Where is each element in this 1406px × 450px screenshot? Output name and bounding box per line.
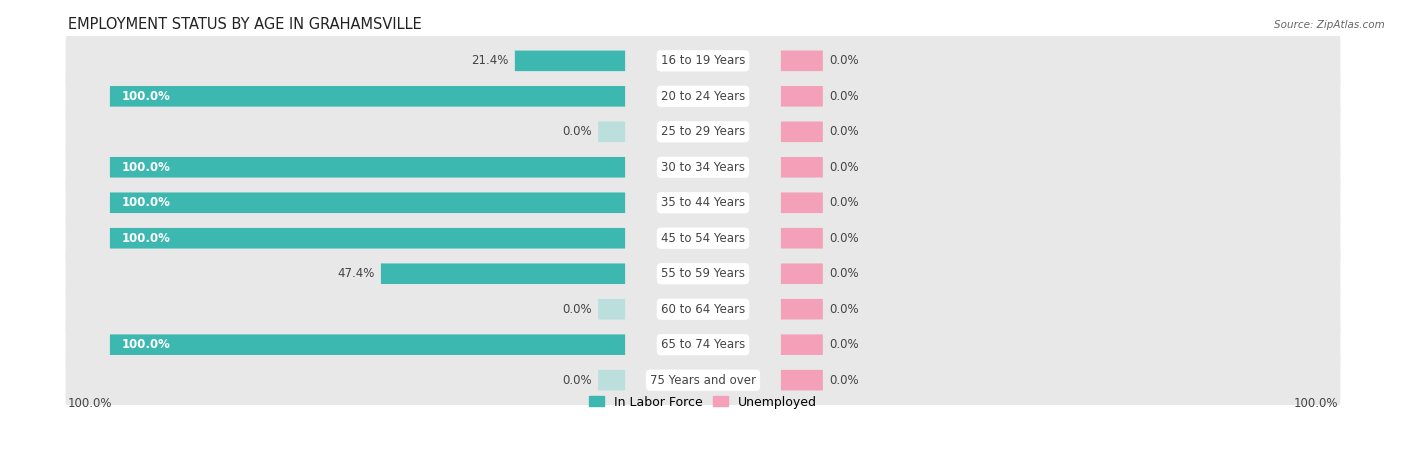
Text: 47.4%: 47.4% <box>337 267 375 280</box>
Text: Source: ZipAtlas.com: Source: ZipAtlas.com <box>1274 20 1385 30</box>
Text: 55 to 59 Years: 55 to 59 Years <box>661 267 745 280</box>
FancyBboxPatch shape <box>598 122 626 142</box>
Text: 0.0%: 0.0% <box>828 196 859 209</box>
FancyBboxPatch shape <box>598 299 626 320</box>
FancyBboxPatch shape <box>780 370 823 391</box>
FancyBboxPatch shape <box>780 50 823 71</box>
FancyBboxPatch shape <box>66 67 1340 126</box>
Text: 20 to 24 Years: 20 to 24 Years <box>661 90 745 103</box>
FancyBboxPatch shape <box>598 370 626 391</box>
FancyBboxPatch shape <box>66 102 1340 161</box>
Text: 100.0%: 100.0% <box>122 232 170 245</box>
Text: 100.0%: 100.0% <box>122 338 170 351</box>
FancyBboxPatch shape <box>780 86 823 107</box>
FancyBboxPatch shape <box>780 157 823 178</box>
FancyBboxPatch shape <box>66 351 1340 410</box>
FancyBboxPatch shape <box>110 228 626 248</box>
FancyBboxPatch shape <box>110 193 626 213</box>
Text: 35 to 44 Years: 35 to 44 Years <box>661 196 745 209</box>
Text: 75 Years and over: 75 Years and over <box>650 374 756 387</box>
Text: 0.0%: 0.0% <box>828 161 859 174</box>
FancyBboxPatch shape <box>66 280 1340 339</box>
FancyBboxPatch shape <box>110 334 626 355</box>
Text: 0.0%: 0.0% <box>828 54 859 68</box>
FancyBboxPatch shape <box>780 193 823 213</box>
Text: 0.0%: 0.0% <box>562 374 592 387</box>
Text: 0.0%: 0.0% <box>828 267 859 280</box>
FancyBboxPatch shape <box>110 86 626 107</box>
Text: 100.0%: 100.0% <box>1294 397 1339 410</box>
FancyBboxPatch shape <box>66 209 1340 268</box>
Text: 25 to 29 Years: 25 to 29 Years <box>661 125 745 138</box>
Text: 21.4%: 21.4% <box>471 54 509 68</box>
FancyBboxPatch shape <box>66 244 1340 303</box>
Text: 100.0%: 100.0% <box>67 397 112 410</box>
FancyBboxPatch shape <box>66 315 1340 374</box>
FancyBboxPatch shape <box>66 32 1340 90</box>
Text: 0.0%: 0.0% <box>562 303 592 316</box>
Legend: In Labor Force, Unemployed: In Labor Force, Unemployed <box>583 391 823 414</box>
FancyBboxPatch shape <box>780 122 823 142</box>
Text: 0.0%: 0.0% <box>828 374 859 387</box>
FancyBboxPatch shape <box>515 50 626 71</box>
FancyBboxPatch shape <box>780 299 823 320</box>
Text: 60 to 64 Years: 60 to 64 Years <box>661 303 745 316</box>
Text: 30 to 34 Years: 30 to 34 Years <box>661 161 745 174</box>
Text: EMPLOYMENT STATUS BY AGE IN GRAHAMSVILLE: EMPLOYMENT STATUS BY AGE IN GRAHAMSVILLE <box>67 17 422 32</box>
FancyBboxPatch shape <box>66 173 1340 232</box>
Text: 0.0%: 0.0% <box>828 90 859 103</box>
Text: 16 to 19 Years: 16 to 19 Years <box>661 54 745 68</box>
Text: 65 to 74 Years: 65 to 74 Years <box>661 338 745 351</box>
FancyBboxPatch shape <box>780 334 823 355</box>
FancyBboxPatch shape <box>780 263 823 284</box>
Text: 45 to 54 Years: 45 to 54 Years <box>661 232 745 245</box>
FancyBboxPatch shape <box>66 138 1340 197</box>
Text: 0.0%: 0.0% <box>828 125 859 138</box>
FancyBboxPatch shape <box>381 263 626 284</box>
Text: 100.0%: 100.0% <box>122 161 170 174</box>
FancyBboxPatch shape <box>780 228 823 248</box>
FancyBboxPatch shape <box>110 157 626 178</box>
Text: 0.0%: 0.0% <box>828 338 859 351</box>
Text: 0.0%: 0.0% <box>562 125 592 138</box>
Text: 100.0%: 100.0% <box>122 90 170 103</box>
Text: 100.0%: 100.0% <box>122 196 170 209</box>
Text: 0.0%: 0.0% <box>828 303 859 316</box>
Text: 0.0%: 0.0% <box>828 232 859 245</box>
